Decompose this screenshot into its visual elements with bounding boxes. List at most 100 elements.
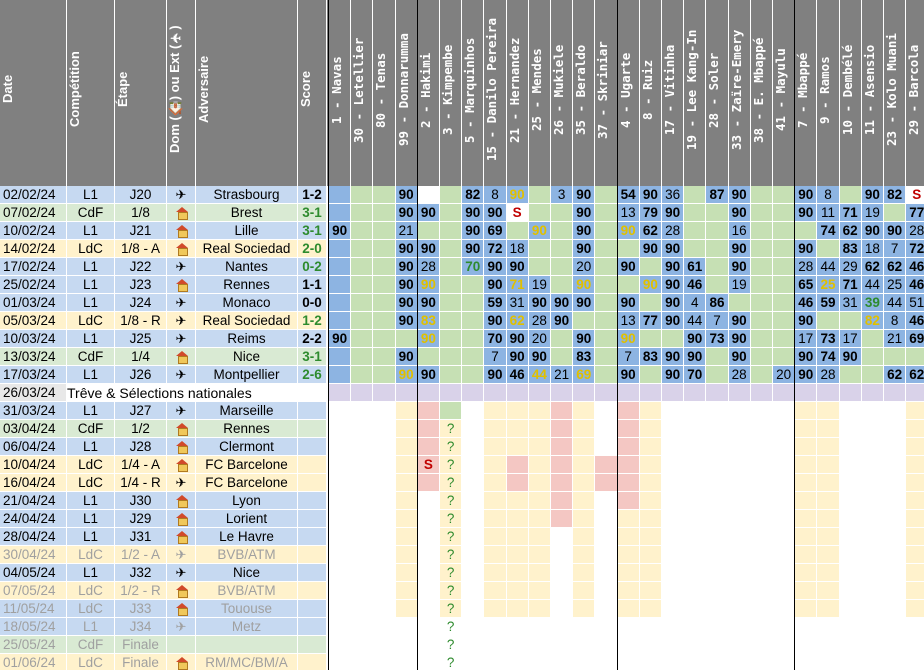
minutes-cell: 20: [773, 366, 796, 384]
venue-icon: ✈: [167, 186, 196, 204]
minutes-cell: [706, 510, 729, 528]
cell-opp: Lyon: [196, 492, 298, 510]
minutes-cell: [329, 348, 352, 366]
player-name: 26 - Mukiele: [551, 44, 566, 136]
minutes-cell: [506, 510, 529, 528]
minutes-cell: 90: [417, 240, 440, 258]
minutes-cell: [839, 420, 862, 438]
minutes-cell: [884, 420, 907, 438]
cell-score: [298, 456, 327, 474]
minutes-cell: [728, 528, 751, 546]
minutes-cell: [817, 510, 840, 528]
minutes-cell: 70: [684, 366, 707, 384]
minutes-cell: [706, 240, 729, 258]
minutes-cell: 72: [484, 240, 507, 258]
minutes-cell: 28: [662, 222, 685, 240]
minutes-cell: [373, 618, 396, 636]
break-cell: [906, 384, 924, 402]
minutes-cell: [817, 636, 840, 654]
minutes-cell: [750, 474, 773, 492]
minutes-cell: [551, 402, 574, 420]
minutes-cell: [595, 258, 618, 276]
minutes-cell: 28: [817, 366, 840, 384]
minutes-cell: [440, 186, 463, 204]
minutes-cell: [417, 420, 440, 438]
minutes-cell: [595, 330, 618, 348]
minutes-cell: [750, 348, 773, 366]
minutes-cell: 90: [506, 186, 529, 204]
minutes-cell: [395, 456, 418, 474]
minutes-cell: [329, 276, 352, 294]
minutes-cell: 90: [573, 330, 596, 348]
venue-icon: [167, 222, 196, 240]
minutes-cell: [329, 510, 352, 528]
minutes-cell: 90: [728, 240, 751, 258]
minutes-cell: [861, 582, 884, 600]
cell-date: 24/04/24: [0, 510, 67, 528]
cell-score: 2-6: [298, 366, 327, 384]
cell-score: [298, 438, 327, 456]
cell-date: 16/04/24: [0, 474, 67, 492]
minutes-cell: [662, 474, 685, 492]
match-row: 17/02/24 L1 J22 ✈ Nantes 0-2 90 28 70 90 90 20 90 90 6…: [0, 258, 924, 276]
minutes-cell: [906, 600, 924, 618]
cell-score: [298, 474, 327, 492]
minutes-cell: [506, 492, 529, 510]
minutes-cell: [773, 186, 796, 204]
break-row: 26/03/24 Trêve & Sélections nationales: [0, 384, 924, 402]
minutes-cell: 90: [617, 330, 640, 348]
header-adversaire: Adversaire: [196, 0, 298, 186]
minutes-cell: [728, 564, 751, 582]
minutes-cell: [528, 186, 551, 204]
minutes-cell: [706, 456, 729, 474]
break-cell: [573, 384, 596, 402]
minutes-cell: 90: [617, 222, 640, 240]
player-name: 7 - Mbappé: [795, 52, 811, 128]
minutes-cell: [506, 222, 529, 240]
minutes-cell: ?: [440, 654, 463, 670]
minutes-cell: [373, 600, 396, 618]
minutes-cell: 90: [573, 294, 596, 312]
minutes-cell: 90: [528, 222, 551, 240]
minutes-cell: [329, 564, 352, 582]
minutes-cell: [373, 420, 396, 438]
player-header: 38 - E. Mbappé: [751, 0, 773, 186]
minutes-cell: [462, 528, 485, 546]
minutes-cell: [417, 492, 440, 510]
break-cell: [662, 384, 685, 402]
minutes-cell: [773, 204, 796, 222]
break-cell: [551, 384, 574, 402]
minutes-cell: [462, 420, 485, 438]
minutes-cell: [595, 276, 618, 294]
minutes-cell: [728, 492, 751, 510]
match-row: 17/03/24 L1 J26 ✈ Montpellier 2-6 90 90 90 46 44 21…: [0, 366, 924, 384]
minutes-cell: [706, 276, 729, 294]
minutes-cell: [417, 474, 440, 492]
cell-score: [298, 618, 327, 636]
minutes-cell: [617, 510, 640, 528]
minutes-cell: [906, 528, 924, 546]
minutes-cell: [329, 600, 352, 618]
upcoming-row: 28/04/24 L1 J31 Le Havre?: [0, 528, 924, 546]
minutes-cell: ?: [440, 600, 463, 618]
minutes-cell: [617, 528, 640, 546]
minutes-cell: [750, 276, 773, 294]
player-name: 1 - Navas: [329, 56, 344, 124]
minutes-cell: [573, 546, 596, 564]
minutes-cell: [839, 474, 862, 492]
venue-icon: [167, 240, 196, 258]
cell-opp: Montpellier: [196, 366, 298, 384]
minutes-cell: [662, 546, 685, 564]
minutes-cell: [773, 474, 796, 492]
minutes-cell: [551, 564, 574, 582]
minutes-cell: [684, 546, 707, 564]
minutes-cell: [373, 474, 396, 492]
minutes-cell: [773, 402, 796, 420]
player-header: 23 - Kolo Muani: [884, 0, 907, 186]
minutes-cell: [662, 600, 685, 618]
minutes-cell: 90: [551, 312, 574, 330]
minutes-cell: [662, 456, 685, 474]
minutes-cell: [351, 258, 374, 276]
minutes-cell: 90: [417, 204, 440, 222]
cell-opp: Clermont: [196, 438, 298, 456]
